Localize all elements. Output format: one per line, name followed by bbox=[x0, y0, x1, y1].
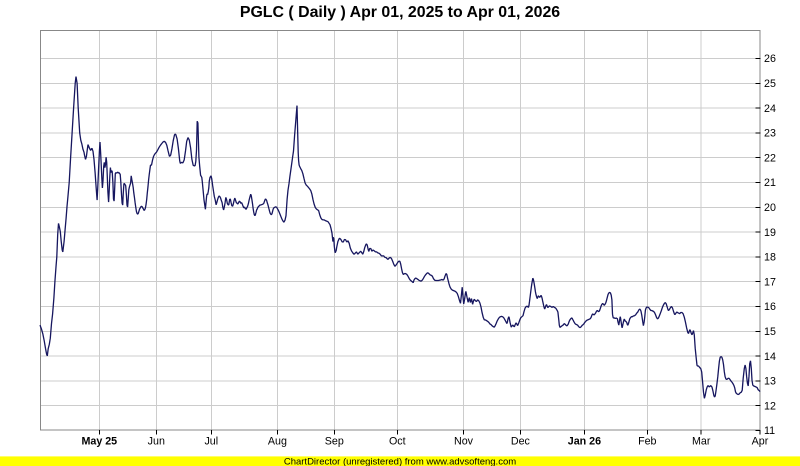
svg-text:24: 24 bbox=[764, 103, 776, 115]
svg-text:14: 14 bbox=[764, 351, 776, 363]
svg-text:20: 20 bbox=[764, 202, 776, 214]
svg-text:25: 25 bbox=[764, 78, 776, 90]
svg-text:Jun: Jun bbox=[148, 436, 165, 448]
svg-text:May 25: May 25 bbox=[81, 436, 117, 448]
svg-text:Oct: Oct bbox=[389, 436, 406, 448]
svg-text:Sep: Sep bbox=[325, 436, 344, 448]
svg-text:12: 12 bbox=[764, 400, 776, 412]
svg-text:Jul: Jul bbox=[204, 436, 218, 448]
svg-text:13: 13 bbox=[764, 376, 776, 388]
svg-text:23: 23 bbox=[764, 128, 776, 140]
svg-text:ChartDirector (unregistered) f: ChartDirector (unregistered) from www.ad… bbox=[284, 457, 516, 466]
svg-text:17: 17 bbox=[764, 276, 776, 288]
svg-text:18: 18 bbox=[764, 252, 776, 264]
svg-text:22: 22 bbox=[764, 152, 776, 164]
svg-text:19: 19 bbox=[764, 227, 776, 239]
svg-text:PGLC ( Daily ) Apr 01, 2025 to: PGLC ( Daily ) Apr 01, 2025 to Apr 01, 2… bbox=[240, 4, 560, 21]
svg-text:21: 21 bbox=[764, 177, 776, 189]
svg-text:Nov: Nov bbox=[454, 436, 474, 448]
svg-text:Apr: Apr bbox=[752, 436, 769, 448]
svg-text:Dec: Dec bbox=[511, 436, 531, 448]
svg-text:Jan 26: Jan 26 bbox=[568, 436, 601, 448]
svg-text:Mar: Mar bbox=[692, 436, 711, 448]
svg-text:Feb: Feb bbox=[638, 436, 656, 448]
svg-text:26: 26 bbox=[764, 53, 776, 65]
svg-text:15: 15 bbox=[764, 326, 776, 338]
svg-text:11: 11 bbox=[764, 425, 775, 437]
svg-text:Aug: Aug bbox=[268, 436, 287, 448]
svg-text:16: 16 bbox=[764, 301, 776, 313]
